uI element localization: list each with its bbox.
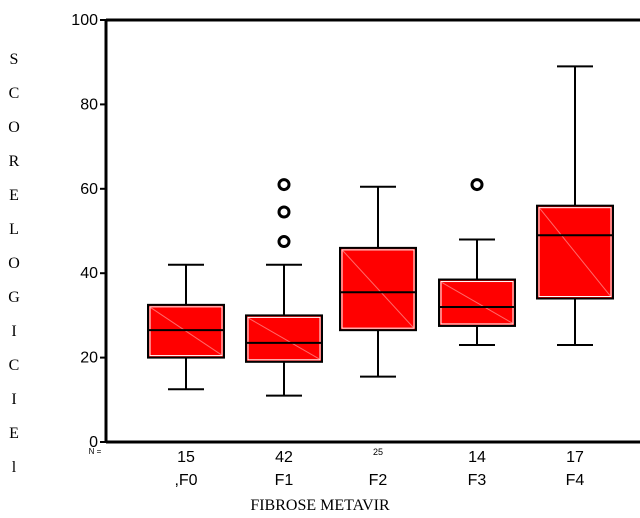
box-4 [438, 178, 516, 346]
y-label-char: l [12, 459, 17, 476]
n-value-label: 14 [468, 449, 486, 466]
outlier-point [277, 178, 291, 192]
y-tick-label: 40 [80, 265, 98, 282]
x-category-label: F2 [369, 472, 388, 489]
y-label-char: G [8, 289, 20, 306]
y-label-char: O [8, 255, 20, 272]
box-2 [245, 178, 323, 397]
x-category-label: F4 [566, 472, 585, 489]
box-3 [339, 185, 417, 378]
n-value-label: 42 [275, 449, 293, 466]
y-label-char: O [8, 119, 20, 136]
y-axis-ticks: 0 20 40 60 80 100 [71, 12, 106, 451]
y-label-char: E [9, 187, 19, 204]
x-category-label: F3 [468, 472, 487, 489]
plot-axes [104, 18, 640, 444]
y-label-char: S [10, 51, 19, 68]
box-diagonal [150, 307, 222, 356]
x-axis-ticks: 15 ,F0 42 F1 25 F2 14 F3 17 F4 [174, 447, 584, 489]
y-tick-label: 100 [71, 12, 98, 29]
box-1 [147, 263, 225, 391]
x-category-label: ,F0 [174, 472, 197, 489]
n-value-label: 25 [373, 447, 383, 457]
box-inner-frame [247, 316, 321, 361]
outlier-point [470, 178, 484, 192]
outlier-point [277, 205, 291, 219]
y-label-char: C [9, 85, 20, 102]
box-inner-frame [538, 207, 612, 298]
box-diagonal [342, 250, 414, 328]
box-diagonal [441, 282, 513, 324]
box-diagonal [539, 208, 611, 296]
y-label-char: L [9, 221, 19, 238]
y-label-char: C [9, 357, 20, 374]
y-tick-label: 80 [80, 96, 98, 113]
x-axis-title: FIBROSE METAVIR [250, 497, 390, 514]
y-tick-label: 60 [80, 181, 98, 198]
box-inner-frame [341, 249, 415, 329]
box-inner-frame [149, 306, 223, 357]
y-label-char: I [11, 391, 16, 408]
outlier-point [277, 235, 291, 249]
box-5 [536, 65, 614, 346]
n-label: N = [89, 447, 102, 456]
y-label-char: I [11, 323, 16, 340]
x-category-label: F1 [275, 472, 294, 489]
box-series [147, 65, 614, 397]
box-inner-frame [440, 281, 514, 325]
y-tick-label: 0 [89, 434, 98, 451]
box-diagonal [248, 317, 320, 360]
n-value-label: 15 [177, 449, 195, 466]
n-value-label: 17 [566, 449, 584, 466]
y-label-char: E [9, 425, 19, 442]
y-tick-label: 20 [80, 350, 98, 367]
y-label-char: R [9, 153, 20, 170]
